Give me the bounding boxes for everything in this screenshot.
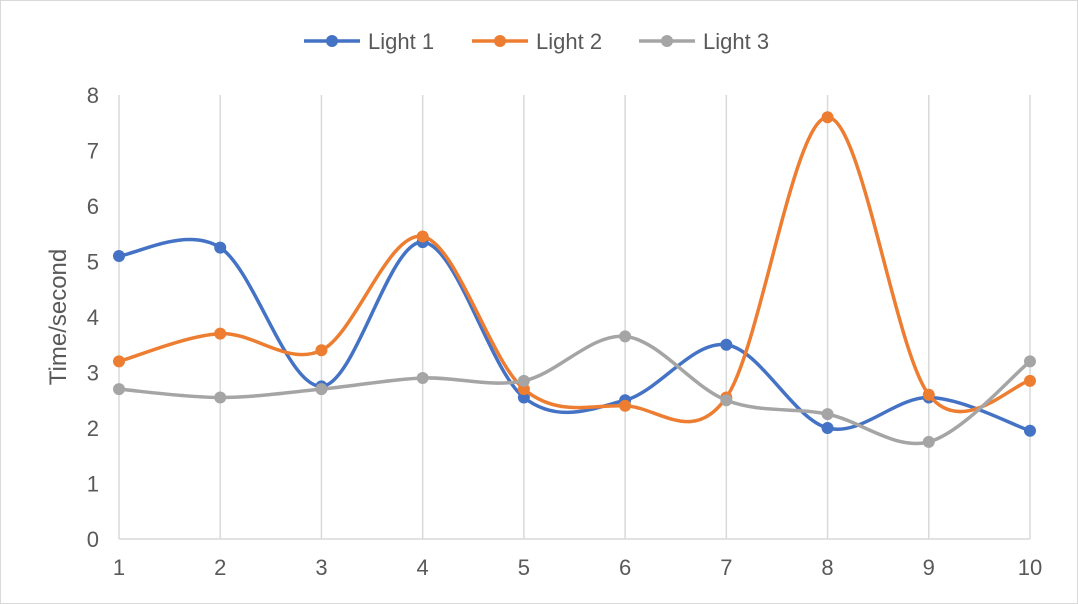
legend-label: Light 3 [703,29,769,54]
data-point-light-3 [113,383,125,396]
legend-item-light-2: Light 2 [472,29,602,54]
x-tick-label: 7 [720,555,732,580]
x-tick-label: 9 [923,555,935,580]
y-tick-label: 1 [87,472,99,497]
x-tick-label: 10 [1018,555,1042,580]
y-tick-label: 5 [87,250,99,275]
x-tick-label: 5 [518,555,530,580]
x-tick-label: 1 [113,555,125,580]
data-point-light-2 [922,388,935,401]
data-point-light-1 [821,422,834,434]
x-tick-label: 2 [214,555,226,580]
data-point-light-3 [922,435,935,448]
legend: Light 1 Light 2 Light 3 [304,29,769,54]
legend-label: Light 1 [368,29,434,54]
y-tick-label: 4 [87,305,99,330]
data-point-light-2 [315,344,328,357]
y-tick-label: 3 [87,361,99,386]
data-point-light-2 [619,399,632,412]
legend-swatch-marker [494,35,506,47]
series-line-light-2 [117,115,1032,424]
grid-layer [118,95,1031,539]
data-point-light-2 [517,383,530,396]
y-axis-title: Time/second [45,249,72,386]
data-point-light-3 [1024,355,1036,368]
data-point-light-1 [113,249,125,262]
series-line-light-3 [117,334,1032,446]
series-light-2 [113,111,1036,424]
data-point-light-3 [821,408,834,421]
y-tick-label: 0 [87,527,99,552]
legend-item-light-3: Light 3 [639,29,769,54]
y-tick-label: 7 [87,139,99,164]
legend-item-light-1: Light 1 [304,29,434,54]
legend-swatch-marker [661,35,673,47]
data-point-light-2 [416,230,429,243]
data-point-light-2 [113,355,125,368]
data-point-light-3 [315,383,328,396]
x-tick-label: 4 [417,555,429,580]
y-tick-label: 6 [87,194,99,219]
x-tick-label: 8 [821,555,833,580]
data-point-light-3 [720,394,733,407]
legend-swatch-marker [326,35,338,47]
legend-label: Light 2 [536,29,602,54]
x-tick-label: 3 [315,555,327,580]
data-point-light-1 [1024,424,1036,437]
x-tick-label: 6 [619,555,631,580]
data-point-light-2 [821,111,834,124]
data-point-light-1 [720,338,733,351]
data-point-light-1 [214,241,227,254]
series-layer [113,111,1036,448]
y-tick-label: 8 [87,83,99,108]
data-point-light-2 [1024,374,1036,387]
data-point-light-1 [517,391,530,404]
data-point-light-3 [619,330,632,343]
series-line-light-1 [117,237,1032,433]
data-point-light-3 [416,372,429,385]
data-point-light-3 [214,391,227,404]
series-light-3 [113,330,1036,448]
data-point-light-2 [214,327,227,340]
y-tick-label: 2 [87,416,99,441]
data-point-light-3 [517,374,530,387]
